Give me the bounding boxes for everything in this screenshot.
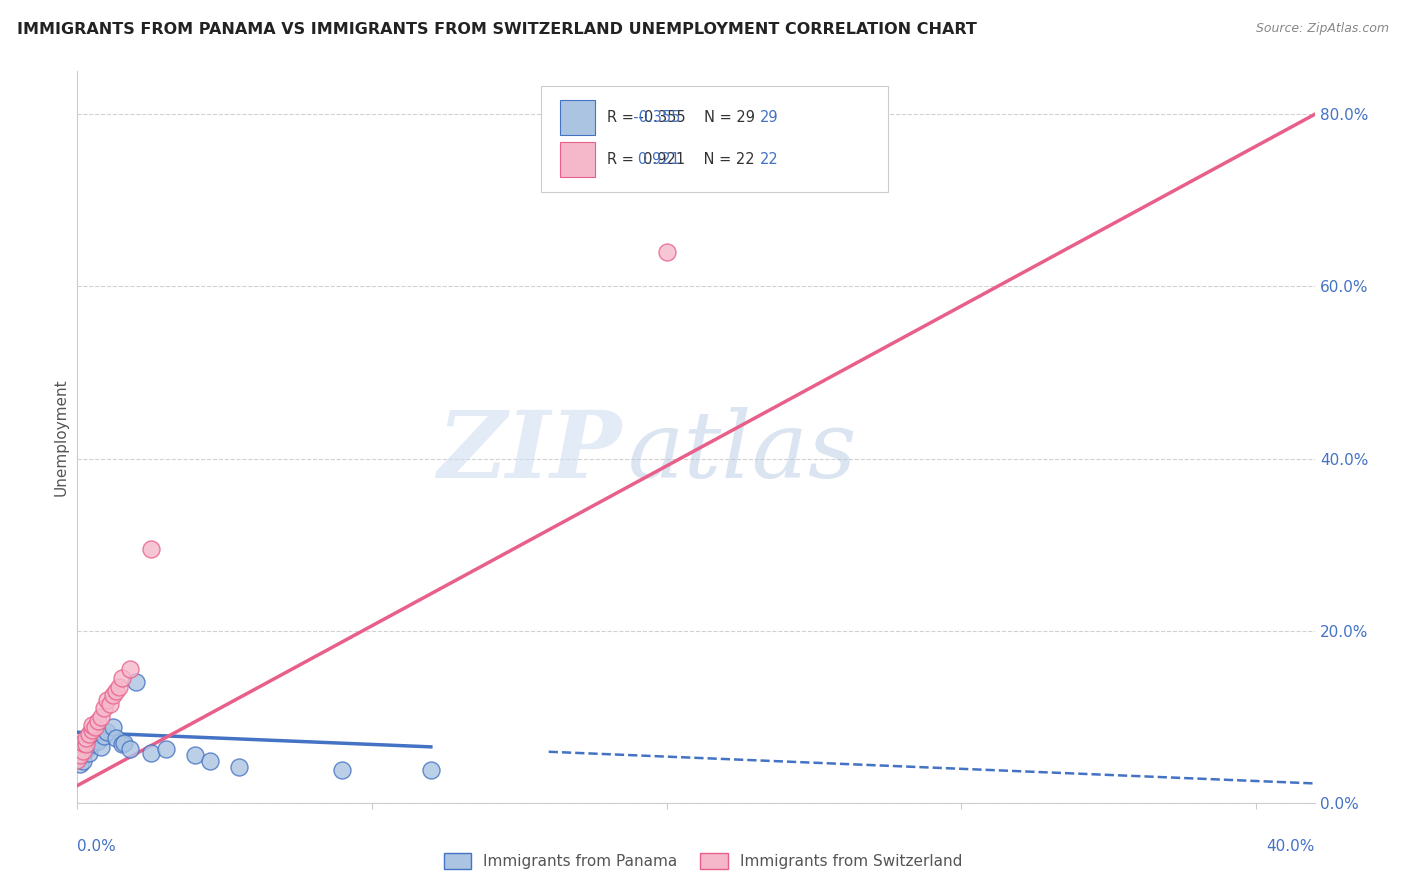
Point	[80, 731, 103, 746]
Point	[93, 729, 115, 743]
Point	[655, 245, 678, 260]
Point	[419, 763, 441, 777]
Point	[110, 737, 132, 751]
Point	[104, 731, 127, 746]
Point	[77, 739, 100, 754]
Point	[98, 697, 121, 711]
Point	[75, 737, 97, 751]
Text: 0.921: 0.921	[624, 152, 681, 167]
Point	[75, 735, 97, 749]
Point	[77, 746, 100, 760]
Point	[120, 662, 142, 676]
Point	[332, 763, 354, 777]
Point	[90, 710, 112, 724]
Point	[104, 684, 127, 698]
Point	[66, 753, 89, 767]
Point	[93, 701, 115, 715]
FancyBboxPatch shape	[541, 86, 887, 192]
Point	[84, 727, 107, 741]
Text: R = -0.355    N = 29: R = -0.355 N = 29	[607, 110, 755, 125]
Point	[125, 675, 148, 690]
Point	[120, 742, 142, 756]
Point	[96, 692, 118, 706]
Legend: Immigrants from Panama, Immigrants from Switzerland: Immigrants from Panama, Immigrants from …	[437, 847, 969, 875]
Point	[107, 680, 129, 694]
Point	[155, 742, 177, 756]
Text: IMMIGRANTS FROM PANAMA VS IMMIGRANTS FROM SWITZERLAND UNEMPLOYMENT CORRELATION C: IMMIGRANTS FROM PANAMA VS IMMIGRANTS FRO…	[17, 22, 977, 37]
Text: 29: 29	[761, 110, 779, 125]
Text: 0.0%: 0.0%	[77, 839, 117, 855]
Point	[72, 755, 94, 769]
Point	[184, 748, 207, 763]
Point	[69, 744, 91, 758]
Text: Source: ZipAtlas.com: Source: ZipAtlas.com	[1256, 22, 1389, 36]
Point	[69, 757, 91, 772]
Text: -0.355: -0.355	[624, 110, 681, 125]
Point	[198, 755, 221, 769]
Point	[80, 718, 103, 732]
Point	[110, 671, 132, 685]
Point	[101, 720, 124, 734]
Text: ZIP: ZIP	[437, 407, 621, 497]
Point	[228, 759, 250, 773]
Point	[114, 735, 136, 749]
Point	[72, 735, 94, 749]
Y-axis label: Unemployment: Unemployment	[53, 378, 69, 496]
Point	[77, 727, 100, 741]
Text: atlas: atlas	[628, 407, 858, 497]
Point	[84, 720, 107, 734]
Point	[75, 742, 97, 756]
Point	[90, 739, 112, 754]
Point	[87, 734, 110, 748]
Text: 22: 22	[761, 152, 779, 167]
Bar	[560, 100, 595, 135]
Point	[80, 737, 103, 751]
Point	[69, 748, 91, 763]
Point	[139, 746, 162, 760]
Point	[87, 714, 110, 728]
Point	[96, 725, 118, 739]
Text: 40.0%: 40.0%	[1267, 839, 1315, 855]
Point	[72, 748, 94, 763]
Point	[101, 688, 124, 702]
Point	[72, 744, 94, 758]
Point	[66, 753, 89, 767]
Text: R =  0.921    N = 22: R = 0.921 N = 22	[607, 152, 755, 167]
Bar	[560, 142, 595, 177]
Point	[75, 731, 97, 746]
Point	[80, 723, 103, 737]
Point	[139, 541, 162, 556]
